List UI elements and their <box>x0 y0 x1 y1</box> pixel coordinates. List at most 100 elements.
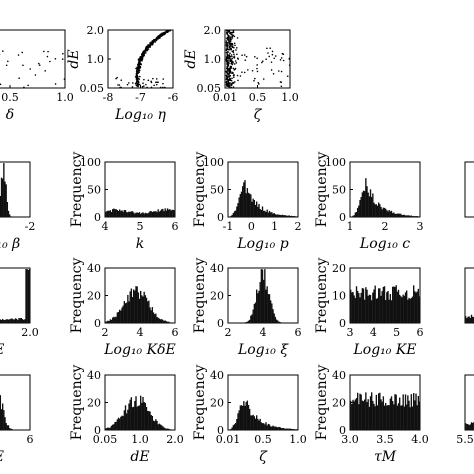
s3-point <box>227 38 229 41</box>
h-tauM-ytick-label: 0 <box>339 424 346 437</box>
h-tauM-bar <box>418 401 421 430</box>
h-xi-bar <box>257 293 259 323</box>
s1-point <box>22 64 24 67</box>
h-k-xtick-label: 4 <box>102 220 109 233</box>
h-beta-bar <box>3 163 5 217</box>
h-k-bar <box>138 212 141 217</box>
h-KE-xlabel: Log₁₀ KE <box>352 342 416 358</box>
h-tauE-bar <box>7 425 10 430</box>
h-r3-bar <box>470 422 473 430</box>
h-c-bar <box>358 205 360 217</box>
h-c-bar <box>382 207 385 217</box>
s3-point <box>261 61 263 64</box>
h-p-xtick-label: 0 <box>248 220 255 233</box>
h-Kd-bar <box>168 321 170 323</box>
h-c-bar <box>355 211 358 217</box>
h-r1-frame <box>464 161 474 218</box>
h-tauM-bar <box>351 404 353 430</box>
h-Kd-bar <box>142 296 144 323</box>
h-zeta-bar <box>293 429 295 430</box>
h-Kd-bar <box>149 307 151 323</box>
h-tauE-bar <box>3 410 5 430</box>
h-dE2-bar <box>123 410 126 430</box>
s1-point <box>61 58 64 60</box>
s3-point <box>225 41 228 44</box>
h-dE2-bar <box>106 428 108 430</box>
s3-point <box>253 80 255 82</box>
s2-point <box>138 78 141 80</box>
h-k-bar <box>135 212 137 217</box>
h-c-bar <box>394 213 396 217</box>
h-dE2-bar <box>140 395 142 430</box>
s3-ytick-label: 2.0 <box>204 24 222 37</box>
h-p-bar <box>271 212 273 217</box>
h-c-bar <box>373 202 375 217</box>
h-dE2-bar <box>113 424 115 430</box>
h-tauE-bar <box>0 395 2 430</box>
h-dE2-bar <box>124 405 127 430</box>
h-tauM-ylabel: Frequency <box>314 365 330 441</box>
s3-point <box>228 56 230 59</box>
s2-point <box>136 75 139 78</box>
h-p-ytick-label: 100 <box>203 156 224 169</box>
h-c-bar <box>365 178 367 217</box>
h-tauM-bar <box>400 405 402 430</box>
h-zeta-bar <box>264 424 266 430</box>
h-k-bar <box>127 212 129 217</box>
h-zeta-bar <box>239 405 242 430</box>
h-tauM-bar <box>416 405 418 430</box>
h-dE1-bar <box>17 320 19 323</box>
h-k-bar <box>124 210 127 217</box>
h-k-bar <box>168 209 170 217</box>
h-Kd-bar <box>123 301 126 323</box>
h-KE-bar <box>402 294 404 323</box>
s3-point <box>235 49 237 51</box>
h-Kd-bar <box>115 316 117 323</box>
h-p-bar <box>272 213 274 217</box>
h-tauM-bar <box>406 404 408 430</box>
h-zeta-bar <box>258 420 260 430</box>
h-p-bar <box>245 193 247 217</box>
h-KE-bar <box>374 285 376 323</box>
h-p-bar <box>249 193 251 217</box>
h-KE-bar <box>409 298 411 323</box>
h-xi-bar <box>268 294 271 323</box>
h-p-ytick-label: 0 <box>217 211 224 224</box>
s3-point <box>245 55 248 58</box>
s2-point <box>151 40 154 42</box>
h-Kd-bar <box>129 291 131 323</box>
s2-point <box>147 79 150 82</box>
h-k-bar <box>115 209 117 217</box>
h-zeta-bar <box>256 415 258 430</box>
h-Kd-bar <box>130 288 133 323</box>
h-c-bar <box>409 215 411 217</box>
h-k-bar <box>117 210 120 217</box>
s3-point <box>234 60 237 62</box>
h-KE-xtick-label: 4 <box>370 326 377 339</box>
h-Kd-bar <box>131 297 134 323</box>
h-k-bar <box>159 210 162 217</box>
h-KE-bar <box>367 295 369 323</box>
h-tauE-xlabel: τE <box>0 449 4 465</box>
h-Kd-bar <box>114 317 116 323</box>
h-xi-ytick-label: 40 <box>210 262 224 275</box>
h-tauM-bar <box>414 400 416 430</box>
h-dE1-bar <box>11 318 13 323</box>
s3-point <box>286 75 289 77</box>
h-k-bar <box>156 212 158 217</box>
h-p-bar <box>240 191 243 217</box>
h-dE1-bar <box>3 319 5 323</box>
s3-point <box>257 81 260 84</box>
h-dE1-bar <box>26 269 28 323</box>
h-k-bar <box>163 211 165 217</box>
h-dE2-bar <box>163 427 165 430</box>
h-KE-bar <box>414 291 416 323</box>
h-KE-bar <box>357 290 359 323</box>
s1-point <box>29 68 32 70</box>
h-r2-bar <box>470 314 473 323</box>
h-c-bar <box>392 213 394 217</box>
s3-point <box>227 36 230 38</box>
h-tauM-bar <box>367 399 369 430</box>
h-zeta-bar <box>267 423 270 430</box>
s1-point <box>34 74 37 76</box>
